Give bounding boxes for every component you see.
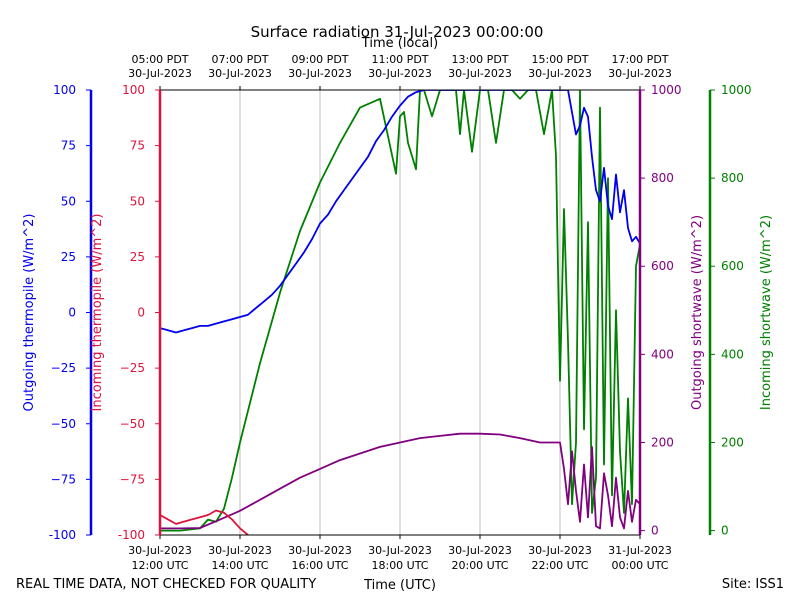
- incoming-shortwave-tick-label: 600: [721, 259, 744, 273]
- top-tick-label: 30-Jul-2023: [208, 67, 272, 80]
- bottom-tick-label: 30-Jul-2023: [448, 544, 512, 557]
- incoming-thermopile-tick-label: 100: [122, 83, 145, 97]
- incoming-shortwave-tick-label: 0: [721, 524, 729, 538]
- outgoing-shortwave-tick-label: 1000: [651, 83, 682, 97]
- outgoing-thermopile-tick-label: −25: [51, 361, 76, 375]
- outgoing-shortwave-tick-label: 200: [651, 435, 674, 449]
- outgoing-thermopile-tick-label: −50: [51, 417, 76, 431]
- outgoing-thermopile-tick-label: −75: [51, 472, 76, 486]
- top-tick-label: 09:00 PDT: [291, 53, 348, 66]
- x-axis-top-label: Time (local): [361, 36, 438, 51]
- top-tick-label: 17:00 PDT: [611, 53, 668, 66]
- incoming-thermopile-tick-label: −25: [120, 361, 145, 375]
- incoming-thermopile-tick-label: 75: [130, 139, 145, 153]
- outgoing-thermopile-tick-label: -100: [49, 528, 76, 542]
- bottom-tick-label: 31-Jul-2023: [608, 544, 672, 557]
- incoming-shortwave-tick-label: 800: [721, 171, 744, 185]
- top-tick-label: 30-Jul-2023: [128, 67, 192, 80]
- outgoing-shortwave-tick-label: 600: [651, 259, 674, 273]
- outgoing-shortwave-axis-label: Outgoing shortwave (W/m^2): [690, 215, 705, 410]
- incoming-thermopile-axis-label: Incoming thermopile (W/m^2): [90, 214, 105, 412]
- grid: [239, 90, 561, 535]
- outgoing-shortwave-tick-label: 0: [651, 524, 659, 538]
- bottom-tick-label: 30-Jul-2023: [368, 544, 432, 557]
- top-tick-label: 30-Jul-2023: [608, 67, 672, 80]
- bottom-tick-label: 30-Jul-2023: [528, 544, 592, 557]
- top-tick-label: 07:00 PDT: [211, 53, 268, 66]
- incoming-thermopile-tick-label: -100: [118, 528, 145, 542]
- top-tick-label: 30-Jul-2023: [448, 67, 512, 80]
- x-axis-bottom-label: Time (UTC): [363, 578, 436, 593]
- series-layer: [160, 90, 640, 535]
- outgoing-thermopile-series: [160, 90, 640, 334]
- top-tick-label: 11:00 PDT: [371, 53, 428, 66]
- incoming-thermopile-tick-label: −75: [120, 472, 145, 486]
- outgoing-shortwave-tick-label: 400: [651, 347, 674, 361]
- incoming-thermopile-tick-label: −50: [120, 417, 145, 431]
- bottom-tick-label: 20:00 UTC: [451, 559, 508, 572]
- bottom-tick-label: 00:00 UTC: [611, 559, 668, 572]
- outgoing-shortwave-series: [160, 432, 640, 530]
- outgoing-thermopile-tick-label: 100: [53, 83, 76, 97]
- top-tick-label: 30-Jul-2023: [528, 67, 592, 80]
- top-tick-label: 30-Jul-2023: [368, 67, 432, 80]
- incoming-shortwave-tick-label: 400: [721, 347, 744, 361]
- top-tick-label: 15:00 PDT: [531, 53, 588, 66]
- bottom-tick-label: 30-Jul-2023: [208, 544, 272, 557]
- incoming-shortwave-tick-label: 1000: [721, 83, 752, 97]
- outgoing-thermopile-tick-label: 75: [61, 139, 76, 153]
- bottom-tick-label: 14:00 UTC: [211, 559, 268, 572]
- incoming-shortwave-axis-label: Incoming shortwave (W/m^2): [759, 215, 774, 410]
- bottom-tick-label: 18:00 UTC: [371, 559, 428, 572]
- bottom-tick-label: 12:00 UTC: [131, 559, 188, 572]
- outgoing-thermopile-tick-label: 0: [68, 306, 76, 320]
- incoming-shortwave-tick-label: 200: [721, 435, 744, 449]
- bottom-tick-label: 16:00 UTC: [291, 559, 348, 572]
- outgoing-thermopile-tick-label: 50: [61, 194, 76, 208]
- bottom-tick-label: 30-Jul-2023: [288, 544, 352, 557]
- bottom-tick-label: 30-Jul-2023: [128, 544, 192, 557]
- incoming-thermopile-series: [160, 509, 249, 535]
- outgoing-shortwave-tick-label: 800: [651, 171, 674, 185]
- site-label: Site: ISS1: [722, 577, 784, 592]
- incoming-thermopile-tick-label: 0: [137, 306, 145, 320]
- chart-title: Surface radiation 31-Jul-2023 00:00:00: [251, 23, 544, 41]
- top-tick-label: 13:00 PDT: [451, 53, 508, 66]
- incoming-shortwave-series: [160, 90, 640, 532]
- outgoing-thermopile-axis-label: Outgoing thermopile (W/m^2): [22, 214, 37, 412]
- incoming-thermopile-tick-label: 50: [130, 194, 145, 208]
- top-tick-label: 30-Jul-2023: [288, 67, 352, 80]
- bottom-tick-label: 22:00 UTC: [531, 559, 588, 572]
- incoming-thermopile-tick-label: 25: [130, 250, 145, 264]
- quality-note: REAL TIME DATA, NOT CHECKED FOR QUALITY: [16, 577, 316, 592]
- top-tick-label: 05:00 PDT: [131, 53, 188, 66]
- outgoing-thermopile-tick-label: 25: [61, 250, 76, 264]
